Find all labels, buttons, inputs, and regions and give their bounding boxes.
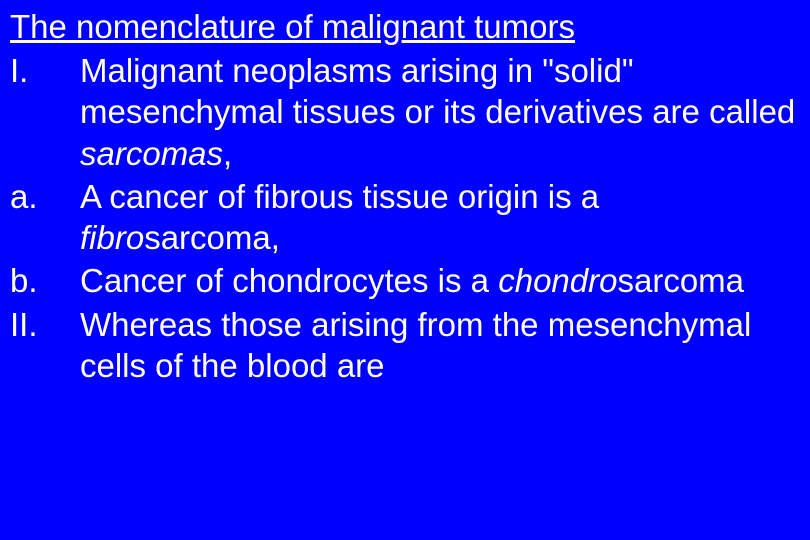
slide-title: The nomenclature of malignant tumors (10, 8, 800, 46)
italic-word: fibro (80, 219, 144, 256)
item-marker: II. (10, 304, 80, 387)
item-content: Whereas those arising from the mesenchym… (80, 304, 800, 387)
italic-word: chondro (498, 262, 617, 299)
item-marker: b. (10, 260, 80, 301)
item-content: Malignant neoplasms arising in "solid" m… (80, 50, 800, 174)
item-marker: a. (10, 176, 80, 259)
text-segment: A cancer of fibrous tissue origin is a (80, 178, 599, 215)
text-segment: sarcoma (617, 262, 744, 299)
list-item: II. Whereas those arising from the mesen… (10, 304, 800, 387)
text-segment: Malignant neoplasms arising in "solid" m… (80, 52, 795, 130)
item-marker: I. (10, 50, 80, 174)
italic-word: sarcomas (80, 135, 223, 172)
text-segment: Cancer of chondrocytes is a (80, 262, 498, 299)
text-segment: , (223, 135, 232, 172)
list-item: I. Malignant neoplasms arising in "solid… (10, 50, 800, 174)
item-content: A cancer of fibrous tissue origin is a f… (80, 176, 800, 259)
item-content: Cancer of chondrocytes is a chondrosarco… (80, 260, 800, 301)
text-segment: Whereas those arising from the mesenchym… (80, 306, 751, 384)
list-item: b. Cancer of chondrocytes is a chondrosa… (10, 260, 800, 301)
list-item: a. A cancer of fibrous tissue origin is … (10, 176, 800, 259)
text-segment: sarcoma, (144, 219, 280, 256)
